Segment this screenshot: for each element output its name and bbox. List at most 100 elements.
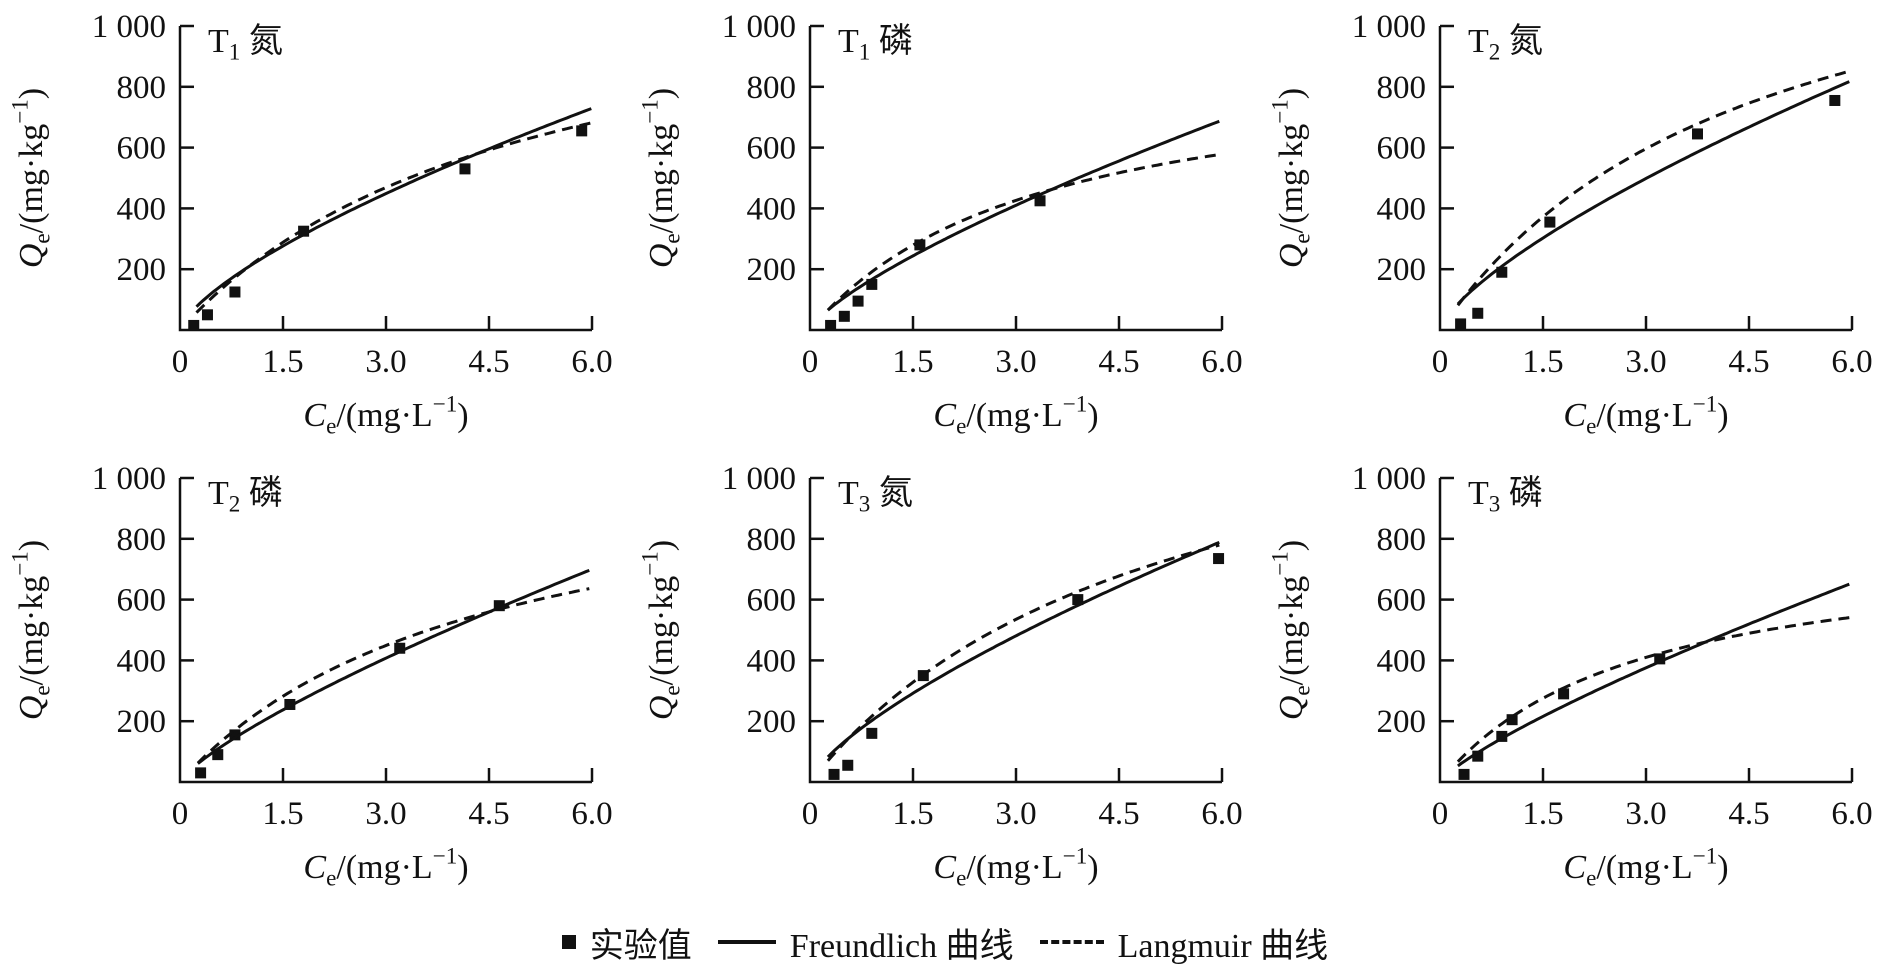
y-tick-label: 1 000	[722, 461, 796, 497]
data-point	[1558, 688, 1570, 700]
axis-lines	[178, 478, 592, 784]
data-point	[493, 600, 505, 612]
panel-t2-phosphorus: 200 400 600 800 1 000 0 1.5 3.0 4.5 6.0 Qe/(mg·kg−…	[0, 452, 630, 904]
langmuir-curve	[195, 121, 592, 314]
data-point	[394, 642, 406, 654]
y-tick-label: 200	[1377, 704, 1427, 740]
panel-t1-nitrogen: 200 400 600 800 1 000 0 1.5 3.0 4.5 6.0 Qe/(mg·kg−…	[0, 0, 630, 452]
y-tick-label: 1 000	[92, 9, 166, 45]
data-point	[914, 239, 926, 251]
data-point	[866, 727, 878, 739]
freundlich-line-sample	[717, 940, 776, 944]
x-tick-label: 4.5	[1728, 344, 1769, 380]
panel-t3-nitrogen: 200 400 600 800 1 000 0 1.5 3.0 4.5 6.0 Qe/(mg·kg−…	[630, 452, 1260, 904]
freundlich-curve	[195, 107, 592, 308]
panel-title: T1 氮	[208, 22, 283, 65]
chart-t3-nitrogen: 200 400 600 800 1 000 0 1.5 3.0 4.5 6.0 Qe/(mg·kg−…	[638, 461, 1243, 892]
x-tick-label: 0	[172, 796, 189, 832]
axis-lines	[808, 26, 1222, 332]
x-axis-label: Ce/(mg·L−1)	[1563, 392, 1728, 440]
y-tick-label: 200	[117, 252, 167, 288]
y-tick-label: 400	[117, 191, 167, 227]
y-tick-label: 1 000	[722, 9, 796, 45]
y-tick-label: 600	[1377, 583, 1427, 619]
freundlich-curve	[1457, 582, 1850, 768]
x-tick-label: 0	[1432, 796, 1449, 832]
y-tick-label: 1 000	[1352, 9, 1426, 45]
axis-lines	[1438, 478, 1852, 784]
x-tick-label: 6.0	[1831, 344, 1872, 380]
data-point	[852, 295, 864, 307]
freundlich-curve	[826, 119, 1220, 312]
x-tick-label: 3.0	[995, 344, 1036, 380]
axis-lines	[1438, 26, 1852, 332]
x-tick-label: 0	[1432, 344, 1449, 380]
y-tick-label: 600	[747, 583, 797, 619]
langmuir-curve	[196, 587, 590, 765]
data-point	[1654, 653, 1666, 665]
data-point	[1496, 730, 1508, 742]
y-tick-label: 200	[747, 252, 797, 288]
x-tick-label: 4.5	[1098, 796, 1139, 832]
data-point	[212, 749, 224, 761]
legend: 实验值 Freundlich 曲线 Langmuir 曲线	[0, 904, 1890, 980]
y-tick-label: 800	[117, 70, 167, 106]
y-tick-label: 800	[1377, 522, 1427, 558]
data-point	[201, 309, 213, 321]
langmuir-curve	[1456, 616, 1850, 763]
y-tick-label: 800	[747, 70, 797, 106]
legend-item-experimental: 实验值	[561, 918, 692, 967]
x-axis-label: Ce/(mg·L−1)	[933, 392, 1098, 440]
chart-t2-nitrogen: 200 400 600 800 1 000 0 1.5 3.0 4.5 6.0 Qe/(mg·kg−…	[1268, 9, 1873, 440]
langmuir-curve	[826, 153, 1220, 312]
data-point	[459, 163, 471, 175]
y-tick-label: 800	[117, 522, 167, 558]
data-point	[1692, 128, 1703, 140]
x-tick-label: 1.5	[1522, 344, 1563, 380]
data-point	[298, 225, 310, 237]
x-tick-label: 3.0	[365, 344, 406, 380]
legend-item-freundlich: Freundlich 曲线	[717, 918, 1014, 967]
data-point	[825, 319, 837, 331]
y-tick-label: 200	[747, 704, 797, 740]
x-axis-label: Ce/(mg·L−1)	[303, 392, 468, 440]
y-tick-label: 400	[747, 191, 797, 227]
x-tick-label: 6.0	[1831, 796, 1872, 832]
x-tick-label: 1.5	[892, 796, 933, 832]
legend-label-experimental: 实验值	[589, 927, 692, 965]
y-tick-label: 600	[1377, 131, 1427, 167]
legend-item-langmuir: Langmuir 曲线	[1039, 918, 1329, 967]
legend-label-langmuir: Langmuir 曲线	[1117, 927, 1329, 965]
experimental-square-marker	[561, 935, 576, 949]
langmuir-curve	[1456, 69, 1850, 307]
freundlich-curve	[826, 541, 1220, 758]
x-tick-label: 3.0	[995, 796, 1036, 832]
data-point	[842, 759, 854, 771]
data-point	[828, 768, 840, 780]
y-tick-label: 600	[117, 131, 167, 167]
x-tick-label: 0	[802, 796, 819, 832]
data-point	[1072, 594, 1084, 606]
panel-t1-phosphorus: 200 400 600 800 1 000 0 1.5 3.0 4.5 6.0 Qe/(mg·kg−…	[630, 0, 1260, 452]
x-tick-label: 3.0	[1625, 344, 1666, 380]
langmuir-line-sample	[1039, 940, 1104, 944]
y-tick-label: 400	[117, 643, 167, 679]
x-tick-label: 0	[172, 344, 189, 380]
panel-title: T2 磷	[208, 474, 283, 517]
panel-grid: 200 400 600 800 1 000 0 1.5 3.0 4.5 6.0 Qe/(mg·kg−…	[0, 0, 1873, 904]
x-tick-label: 4.5	[468, 796, 509, 832]
chart-t3-phosphorus: 200 400 600 800 1 000 0 1.5 3.0 4.5 6.0 Qe/(mg·kg−…	[1268, 461, 1873, 891]
chart-t2-phosphorus: 200 400 600 800 1 000 0 1.5 3.0 4.5 6.0 Qe/(mg·kg−…	[8, 461, 613, 891]
y-tick-label: 400	[1377, 191, 1427, 227]
data-point	[188, 319, 200, 331]
x-tick-label: 6.0	[571, 796, 612, 832]
axis-lines	[178, 26, 592, 332]
y-axis-label: Qe/(mg·kg−1)	[638, 88, 686, 268]
panel-title: T1 磷	[838, 22, 913, 65]
y-tick-label: 400	[1377, 643, 1427, 679]
data-point	[1213, 553, 1225, 565]
data-point	[229, 729, 241, 741]
data-point	[1496, 266, 1508, 278]
x-axis-label: Ce/(mg·L−1)	[933, 844, 1098, 892]
